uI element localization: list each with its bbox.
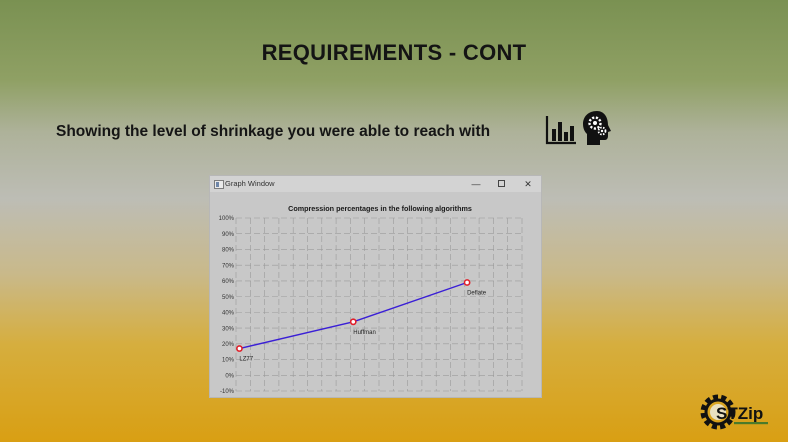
slide-subtitle: Showing the level of shrinkage you were … — [56, 123, 491, 140]
y-tick-label: 40% — [222, 311, 235, 317]
chart-title: Compression percentages in the following… — [288, 204, 472, 213]
logo-text: STZip — [716, 404, 763, 423]
graph-window[interactable]: Graph Window — ✕ Compression percentages… — [210, 176, 541, 397]
y-tick-label: 80% — [222, 248, 235, 254]
data-point-huffman — [349, 318, 357, 326]
window-app-icon — [214, 180, 224, 189]
minimize-icon: — — [471, 179, 481, 189]
y-axis-ticks: 100% 90% 80% 70% 60% 50% 40% 30% 20% 10% 0% -10% — [219, 216, 235, 395]
y-tick-label: 20% — [222, 342, 235, 348]
y-tick-label: 100% — [219, 216, 235, 222]
chart-series: LZ77 Huffman Deflate — [236, 279, 487, 363]
y-tick-label: -10% — [220, 389, 235, 395]
maximize-button[interactable] — [494, 177, 508, 191]
y-tick-label: 90% — [222, 232, 235, 238]
series-line — [239, 281, 468, 350]
point-label-huffman: Huffman — [353, 330, 376, 336]
maximize-icon — [497, 180, 505, 188]
bar-chart-icon — [545, 116, 576, 145]
y-tick-label: 70% — [222, 263, 235, 269]
close-button[interactable]: ✕ — [521, 177, 535, 191]
window-title: Graph Window — [225, 179, 275, 188]
gear-logo-icon — [700, 394, 736, 430]
compression-chart: Compression percentages in the following… — [219, 204, 523, 395]
point-label-lz77: LZ77 — [239, 357, 253, 363]
y-tick-label: 50% — [222, 295, 235, 301]
y-tick-label: 10% — [222, 358, 235, 364]
y-tick-label: 30% — [222, 326, 235, 332]
head-gears-icon — [583, 111, 611, 145]
slide-title: REQUIREMENTS - CONT — [261, 40, 527, 65]
stzip-logo: STZip — [700, 394, 768, 430]
window-titlebar[interactable]: Graph Window — ✕ — [210, 176, 541, 192]
chart-grid — [235, 217, 523, 392]
close-icon: ✕ — [524, 179, 532, 189]
data-point-lz77 — [236, 345, 243, 352]
minimize-button[interactable]: — — [469, 177, 483, 191]
data-point-deflate — [463, 279, 471, 286]
y-tick-label: 0% — [225, 373, 234, 379]
point-label-deflate: Deflate — [467, 290, 487, 296]
y-tick-label: 60% — [222, 279, 235, 285]
